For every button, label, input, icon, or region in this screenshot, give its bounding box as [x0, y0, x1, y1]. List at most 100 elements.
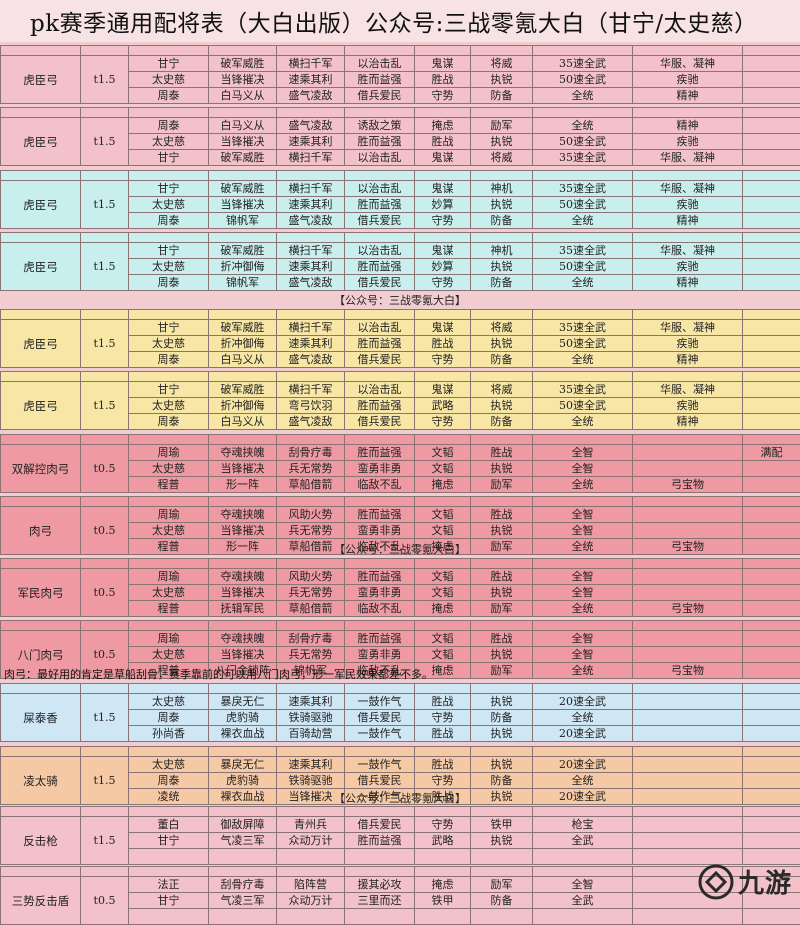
trait-cell: 防备	[471, 710, 533, 726]
attr-cell: 全武	[533, 833, 633, 849]
trait-cell: 防备	[471, 213, 533, 229]
skill-cell: 当锋摧决	[209, 197, 277, 213]
trait-cell: 鬼谋	[415, 56, 471, 72]
attr-cell: 全统	[533, 118, 633, 134]
wechat-banner: 【公众号：三战零氪大白】	[0, 294, 800, 308]
trait-cell: 胜战	[471, 507, 533, 523]
trait-cell: 执锐	[471, 757, 533, 773]
skill-cell: 借兵爱民	[345, 817, 415, 833]
skill-cell: 虎豹骑	[209, 773, 277, 789]
note-cell	[743, 213, 800, 229]
skill-cell: 众动万计	[277, 833, 345, 849]
note-cell	[743, 243, 800, 259]
trait-cell: 掩虑	[415, 118, 471, 134]
hero-cell: 甘宁	[129, 56, 209, 72]
lineup-name: 双解控肉弓	[1, 445, 81, 493]
skill-cell: 蛮勇非勇	[345, 461, 415, 477]
skill-cell: 青州兵	[277, 817, 345, 833]
attr-cell: 35速全武	[533, 181, 633, 197]
trait-cell: 胜战	[415, 694, 471, 710]
gear-cell: 精神	[633, 88, 743, 104]
hero-cell: 太史慈	[129, 197, 209, 213]
note-cell	[743, 56, 800, 72]
trait-cell: 神机	[471, 243, 533, 259]
gear-cell	[633, 507, 743, 523]
skill-cell: 锦帆军	[209, 275, 277, 291]
skill-cell: 盛气凌敌	[277, 118, 345, 134]
gear-cell	[633, 909, 743, 925]
skill-cell: 借兵爱民	[345, 88, 415, 104]
trait-cell: 将威	[471, 382, 533, 398]
hero-cell: 太史慈	[129, 72, 209, 88]
skill-cell: 借兵爱民	[345, 773, 415, 789]
attr-cell: 20速全武	[533, 694, 633, 710]
note-cell	[743, 817, 800, 833]
trait-cell: 执锐	[471, 259, 533, 275]
trait-cell: 胜战	[415, 134, 471, 150]
lineup-speed: t1.5	[81, 243, 129, 291]
skill-cell: 锦帆军	[209, 213, 277, 229]
gear-cell: 华服、凝神	[633, 181, 743, 197]
skill-cell: 气凌三军	[209, 833, 277, 849]
trait-cell: 文韬	[415, 507, 471, 523]
lineup-speed: t1.5	[81, 56, 129, 104]
note-cell	[743, 275, 800, 291]
hero-cell: 周泰	[129, 275, 209, 291]
hero-cell: 甘宁	[129, 833, 209, 849]
trait-cell: 文韬	[415, 461, 471, 477]
attr-cell: 全武	[533, 893, 633, 909]
hero-cell	[129, 849, 209, 865]
hero-cell: 太史慈	[129, 259, 209, 275]
attr-cell: 全统	[533, 213, 633, 229]
note-cell	[743, 88, 800, 104]
skill-cell: 借兵爱民	[345, 414, 415, 430]
trait-cell: 鬼谋	[415, 243, 471, 259]
gear-cell	[633, 523, 743, 539]
attr-cell: 全智	[533, 445, 633, 461]
hero-cell: 太史慈	[129, 398, 209, 414]
note-cell	[743, 585, 800, 601]
hero-cell: 周泰	[129, 118, 209, 134]
attr-cell: 全统	[533, 601, 633, 617]
attr-cell: 全智	[533, 507, 633, 523]
hero-cell: 周瑜	[129, 569, 209, 585]
trait-cell: 胜战	[471, 445, 533, 461]
hero-cell: 甘宁	[129, 243, 209, 259]
trait-cell	[471, 909, 533, 925]
skill-cell: 一鼓作气	[345, 757, 415, 773]
hero-cell	[129, 909, 209, 925]
skill-cell: 以治击乱	[345, 56, 415, 72]
gear-cell: 疾驰	[633, 336, 743, 352]
trait-cell: 胜战	[415, 726, 471, 742]
skill-cell	[277, 909, 345, 925]
skill-cell: 草船借箭	[277, 601, 345, 617]
skill-cell: 胜而益强	[345, 259, 415, 275]
note-cell	[743, 414, 800, 430]
note-cell	[743, 72, 800, 88]
gear-cell: 精神	[633, 352, 743, 368]
note-cell	[743, 569, 800, 585]
trait-cell: 鬼谋	[415, 382, 471, 398]
attr-cell: 全统	[533, 352, 633, 368]
trait-cell: 励军	[471, 118, 533, 134]
skill-cell: 借兵爱民	[345, 213, 415, 229]
skill-cell: 破军威胜	[209, 243, 277, 259]
gear-cell	[633, 710, 743, 726]
lineup-name: 虎臣弓	[1, 118, 81, 166]
skill-cell: 速乘其利	[277, 336, 345, 352]
skill-cell: 百骑劫营	[277, 726, 345, 742]
trait-cell: 执锐	[471, 197, 533, 213]
skill-cell: 蛮勇非勇	[345, 585, 415, 601]
hero-cell: 程普	[129, 601, 209, 617]
attr-cell: 全智	[533, 877, 633, 893]
skill-cell: 折冲御侮	[209, 398, 277, 414]
attr-cell: 全统	[533, 88, 633, 104]
gear-cell	[633, 631, 743, 647]
attr-cell: 50速全武	[533, 72, 633, 88]
skill-cell: 蛮勇非勇	[345, 523, 415, 539]
